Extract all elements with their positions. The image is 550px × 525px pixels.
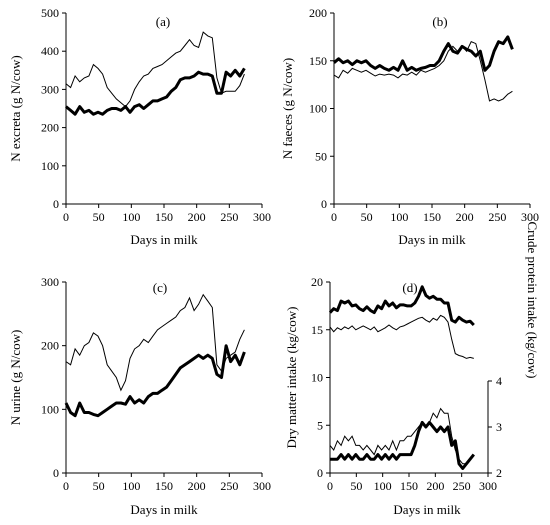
x-tick-label: 100 [122,210,140,224]
x-tick-label: 250 [220,210,238,224]
x-tick-label: 50 [93,210,105,224]
y-tick-label: 100 [309,102,327,116]
panel-label: (a) [156,14,170,29]
x-tick-label: 50 [361,210,373,224]
x-axis-title: Days in milk [393,502,461,517]
series-line-thin-1 [65,293,245,392]
x-tick-label: 100 [122,479,140,493]
y-axis-title: Dry matter intake (kg/cow) [284,307,299,449]
y-tick-label: 15 [311,323,323,337]
x-tick-label: 50 [93,479,105,493]
x-tick-label: 150 [400,479,418,493]
x-tick-label: 150 [423,210,441,224]
panel-1: 0 50 100 150 200 250 300 0 100 200 300 400 500 Days i… [8,6,271,247]
panel-label: (b) [432,14,447,29]
x-tick-label: 300 [479,479,497,493]
series-line-thick-2 [64,344,246,418]
right-y-tick-label: 2 [496,466,502,480]
y-tick-label: 0 [321,197,327,211]
x-tick-label: 250 [488,210,506,224]
x-tick-label: 200 [188,210,206,224]
x-axis-title: Days in milk [130,502,198,517]
series-line-thick-2 [333,35,514,72]
x-tick-label: 250 [453,479,471,493]
x-tick-label: 300 [253,479,271,493]
y-tick-label: 200 [41,339,59,353]
x-tick-label: 300 [253,210,271,224]
x-tick-label: 100 [374,479,392,493]
panel-label: (d) [402,280,417,295]
x-tick-label: 0 [327,479,333,493]
x-tick-label: 0 [331,210,337,224]
y-tick-label: 0 [317,466,323,480]
x-tick-label: 150 [155,479,173,493]
y-tick-label: 200 [41,121,59,135]
y-axis-title: N faeces (g N/cow) [280,58,295,159]
x-tick-label: 0 [63,210,69,224]
series-line-thin-1 [329,314,474,359]
x-tick-label: 250 [220,479,238,493]
x-tick-label: 200 [188,479,206,493]
y-tick-label: 150 [309,54,327,68]
y-tick-label: 400 [41,44,59,58]
y-tick-label: 300 [41,82,59,96]
y-tick-label: 5 [317,418,323,432]
x-tick-label: 200 [426,479,444,493]
panel-4: 0 50 100 150 200 250 300 0 5 10 15 20 Days in milk Dr… [284,221,540,517]
series-line-thin-1 [333,41,513,102]
y-tick-label: 20 [311,275,323,289]
x-tick-label: 0 [63,479,69,493]
x-tick-label: 150 [155,210,173,224]
series-line-thick-4 [330,420,475,470]
x-tick-label: 200 [456,210,474,224]
y-tick-label: 200 [309,6,327,20]
series-line-thick-2 [328,285,475,327]
x-tick-label: 50 [350,479,362,493]
panel-2: 0 50 100 150 200 250 300 0 50 100 150 200 Days in mi… [280,6,539,247]
panel-label: (c) [153,280,167,295]
right-y-tick-label: 4 [496,374,502,388]
series-line-thick-2 [65,67,246,116]
x-tick-label: 300 [521,210,539,224]
y-tick-label: 50 [315,149,327,163]
y-tick-label: 10 [311,371,323,385]
y-axis-title: N urine (g N/cow) [8,330,23,426]
y-tick-label: 100 [41,159,59,173]
y-tick-label: 300 [41,275,59,289]
series-line-thin-1 [65,31,245,108]
panel-3: 0 50 100 150 200 250 300 0 100 200 300 Days in milk… [8,275,271,517]
right-y-axis-title: Crude protein intake (kg/cow) [525,221,540,378]
x-axis-title: Days in milk [398,232,466,247]
x-tick-label: 100 [390,210,408,224]
y-tick-label: 500 [41,6,59,20]
y-tick-label: 0 [53,466,59,480]
y-axis-title: N excreta (g N/cow) [8,55,23,161]
y-tick-label: 0 [53,197,59,211]
right-y-tick-label: 3 [496,420,502,434]
y-tick-label: 100 [41,402,59,416]
x-axis-title: Days in milk [130,232,198,247]
series-line-thin-3 [329,407,475,465]
